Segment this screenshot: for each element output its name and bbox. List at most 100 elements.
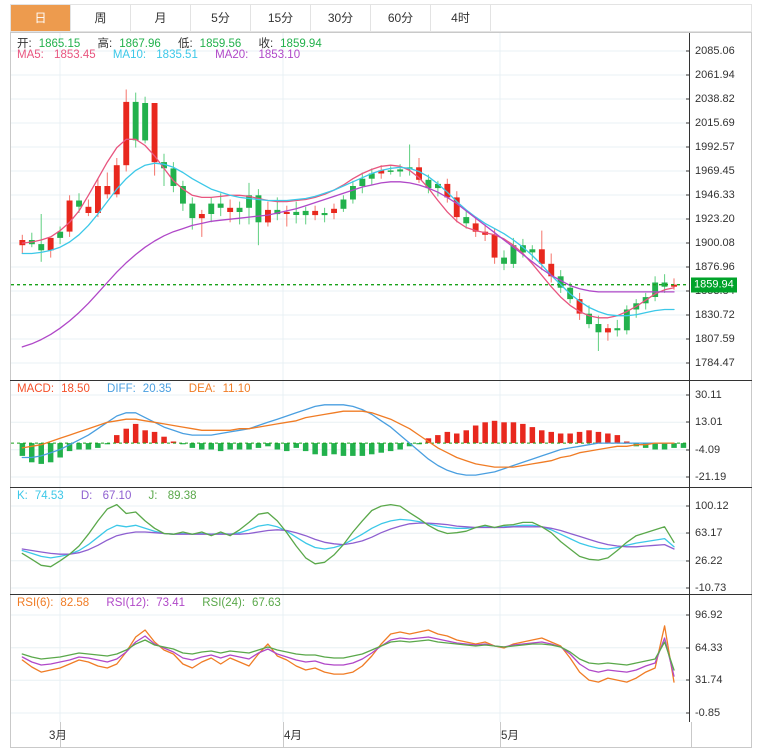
kdj-plot [11, 488, 691, 594]
y-tick-label: 2015.69 [695, 117, 735, 129]
ma20-value: 1853.10 [258, 49, 301, 61]
d-value: 67.10 [102, 490, 132, 502]
rsi12-value: 73.41 [156, 597, 186, 609]
high-value: 1867.96 [119, 38, 161, 50]
y-tick-label: 1784.47 [695, 357, 735, 369]
low-label: 低: [177, 38, 193, 50]
x-axis-separator [500, 722, 501, 747]
ma10-label: MA10: [112, 49, 147, 61]
diff-label: DIFF: [107, 383, 136, 395]
y-tick-mark [686, 194, 690, 196]
tab-0[interactable]: 日 [11, 5, 71, 31]
y-tick-mark [686, 266, 690, 268]
rsi12-label: RSI(12): [106, 597, 150, 609]
ma5-value: 1853.45 [54, 49, 96, 61]
tab-1[interactable]: 周 [71, 5, 131, 31]
y-tick-label: 64.33 [695, 641, 723, 654]
y-tick-mark [686, 679, 690, 681]
y-tick-mark [686, 122, 690, 124]
y-tick-mark [686, 314, 690, 316]
j-value: 89.38 [167, 490, 197, 502]
y-tick-label: 2038.82 [695, 92, 735, 105]
y-tick-mark [686, 74, 690, 76]
y-tick-label: 1923.20 [695, 213, 735, 225]
close-value: 1859.94 [280, 38, 322, 50]
x-axis-label: 3月 [49, 730, 67, 742]
kdj-y-axis: 100.12 63.17 26.22 -10.73 [686, 488, 751, 594]
macd-legend: MACD: 18.50 DIFF: 20.35 DEA: 11.10 [17, 383, 265, 395]
low-value: 1859.56 [199, 38, 242, 50]
y-tick-label: -0.85 [695, 707, 721, 719]
y-tick-label: 2085.06 [695, 45, 735, 57]
y-tick-label: 1807.59 [695, 333, 735, 345]
rsi-plot [11, 595, 691, 722]
open-value: 1865.15 [38, 38, 81, 50]
panel-divider-3 [10, 594, 752, 595]
y-tick-mark [686, 532, 690, 534]
y-tick-label: 1992.57 [695, 141, 735, 153]
y-tick-label: 1900.08 [695, 237, 735, 249]
kdj-legend: K: 74.53 D: 67.10 J: 89.38 [17, 490, 210, 502]
k-value: 74.53 [34, 490, 64, 502]
y-tick-mark [686, 476, 690, 478]
ma-legend: MA5: 1853.45 MA10: 1835.51 MA20: 1853.10 [17, 49, 314, 61]
x-axis-label: 4月 [284, 730, 302, 742]
panel-divider-2 [10, 487, 752, 488]
macd-y-axis: 30.11 13.01 -4.09 -21.19 [686, 381, 751, 487]
y-tick-mark [686, 614, 690, 616]
price-legend: 开: 1865.15 高: 1867.96 低: 1859.56 收: 1859.94 [17, 35, 336, 51]
macd-label: MACD: [17, 383, 55, 395]
macd-plot [11, 381, 691, 487]
tab-6[interactable]: 60分 [371, 5, 431, 31]
close-label: 收: [258, 38, 274, 50]
y-tick-label: -4.09 [695, 443, 721, 456]
y-tick-mark [686, 218, 690, 220]
rsi-y-axis: 96.92 64.33 31.74 -0.85 [686, 595, 751, 722]
tab-7[interactable]: 4时 [431, 5, 491, 31]
y-tick-label: 1946.33 [695, 188, 735, 201]
y-tick-label: 2061.94 [695, 68, 735, 81]
tab-3[interactable]: 5分 [191, 5, 251, 31]
y-tick-label: 100.12 [695, 500, 729, 512]
x-axis-label: 5月 [501, 730, 519, 742]
tab-4[interactable]: 15分 [251, 5, 311, 31]
y-tick-label: 63.17 [695, 527, 723, 540]
panel-divider-1 [10, 380, 752, 381]
y-tick-mark [686, 587, 690, 589]
y-tick-mark [686, 394, 690, 396]
kdj-panel: K: 74.53 D: 67.10 J: 89.38 100.12 63.17 26.… [10, 488, 752, 594]
y-tick-label: 1876.96 [695, 260, 735, 273]
y-tick-mark [686, 50, 690, 52]
macd-panel: MACD: 18.50 DIFF: 20.35 DEA: 11.10 30.11 13.… [10, 381, 752, 487]
price-panel: 开: 1865.15 高: 1867.96 低: 1859.56 收: 1859.94 … [10, 32, 752, 381]
y-tick-mark [686, 647, 690, 649]
rsi6-value: 82.58 [60, 597, 90, 609]
macd-value: 18.50 [61, 383, 90, 395]
price-y-axis: 2085.06 2061.94 2038.82 2015.69 1992.57 1969.… [686, 33, 751, 380]
price-plot [11, 33, 691, 381]
y-tick-mark [686, 712, 690, 714]
y-tick-label: 31.74 [695, 674, 723, 687]
j-label: J: [148, 490, 158, 502]
y-tick-mark [686, 362, 690, 364]
y-tick-label: -10.73 [695, 582, 727, 594]
rsi6-label: RSI(6): [17, 597, 54, 609]
y-tick-label: 30.11 [695, 389, 722, 401]
diff-value: 20.35 [142, 383, 172, 395]
x-axis-separator [691, 722, 692, 747]
y-tick-label: 96.92 [695, 609, 723, 621]
tab-5[interactable]: 30分 [311, 5, 371, 31]
d-label: D: [80, 490, 93, 502]
ma20-label: MA20: [215, 49, 249, 61]
ma5-label: MA5: [17, 49, 44, 61]
tab-2[interactable]: 月 [131, 5, 191, 31]
high-label: 高: [97, 38, 113, 50]
x-axis-separator [60, 722, 61, 747]
y-tick-label: 13.01 [695, 416, 723, 429]
timeframe-tabbar: 日周月 5分 15分 30分 60分 4时 [10, 4, 752, 32]
x-axis-separator [283, 722, 284, 747]
dea-label: DEA: [188, 383, 216, 395]
y-tick-mark [686, 560, 690, 562]
y-tick-mark [686, 338, 690, 340]
